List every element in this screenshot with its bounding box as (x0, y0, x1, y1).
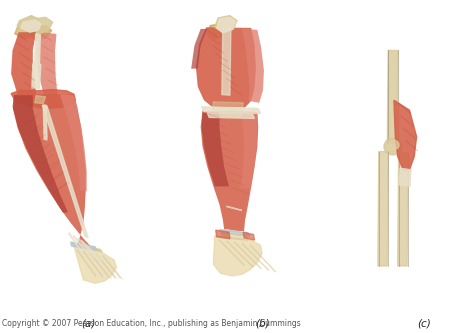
Polygon shape (74, 246, 117, 283)
Ellipse shape (389, 140, 399, 150)
Ellipse shape (384, 138, 402, 155)
Polygon shape (224, 229, 245, 233)
Polygon shape (32, 64, 41, 89)
Polygon shape (394, 100, 417, 170)
Polygon shape (35, 34, 40, 64)
Text: (b): (b) (255, 319, 270, 329)
Polygon shape (378, 152, 388, 266)
Polygon shape (13, 95, 68, 213)
Polygon shape (11, 90, 75, 109)
Polygon shape (29, 26, 52, 41)
Polygon shape (42, 105, 88, 238)
Polygon shape (207, 23, 229, 39)
Text: Copyright © 2007 Pearson Education, Inc., publishing as Benjamin Cummings: Copyright © 2007 Pearson Education, Inc.… (1, 319, 301, 328)
Polygon shape (240, 112, 257, 189)
Polygon shape (35, 96, 46, 104)
Polygon shape (191, 29, 207, 69)
Polygon shape (243, 232, 255, 240)
Polygon shape (60, 94, 87, 191)
Polygon shape (212, 102, 243, 117)
Polygon shape (213, 235, 262, 276)
Text: (c): (c) (417, 319, 430, 329)
Polygon shape (201, 107, 261, 114)
Polygon shape (242, 29, 264, 103)
Polygon shape (37, 32, 62, 108)
Polygon shape (215, 16, 237, 32)
Polygon shape (216, 230, 230, 239)
Polygon shape (221, 233, 248, 240)
Polygon shape (196, 27, 256, 108)
Polygon shape (387, 50, 398, 143)
Polygon shape (398, 153, 408, 266)
Polygon shape (15, 24, 36, 39)
Polygon shape (72, 243, 102, 252)
Polygon shape (20, 20, 41, 32)
Polygon shape (201, 112, 229, 186)
Polygon shape (207, 113, 255, 119)
Polygon shape (222, 27, 231, 95)
Polygon shape (399, 168, 411, 186)
Text: (a): (a) (81, 319, 95, 329)
Polygon shape (217, 17, 236, 33)
Polygon shape (43, 105, 47, 140)
Polygon shape (17, 16, 38, 31)
Polygon shape (226, 206, 242, 210)
Polygon shape (219, 229, 250, 236)
Polygon shape (201, 111, 258, 231)
Polygon shape (12, 94, 91, 246)
Polygon shape (71, 242, 96, 250)
Polygon shape (11, 32, 43, 106)
Polygon shape (31, 17, 53, 34)
